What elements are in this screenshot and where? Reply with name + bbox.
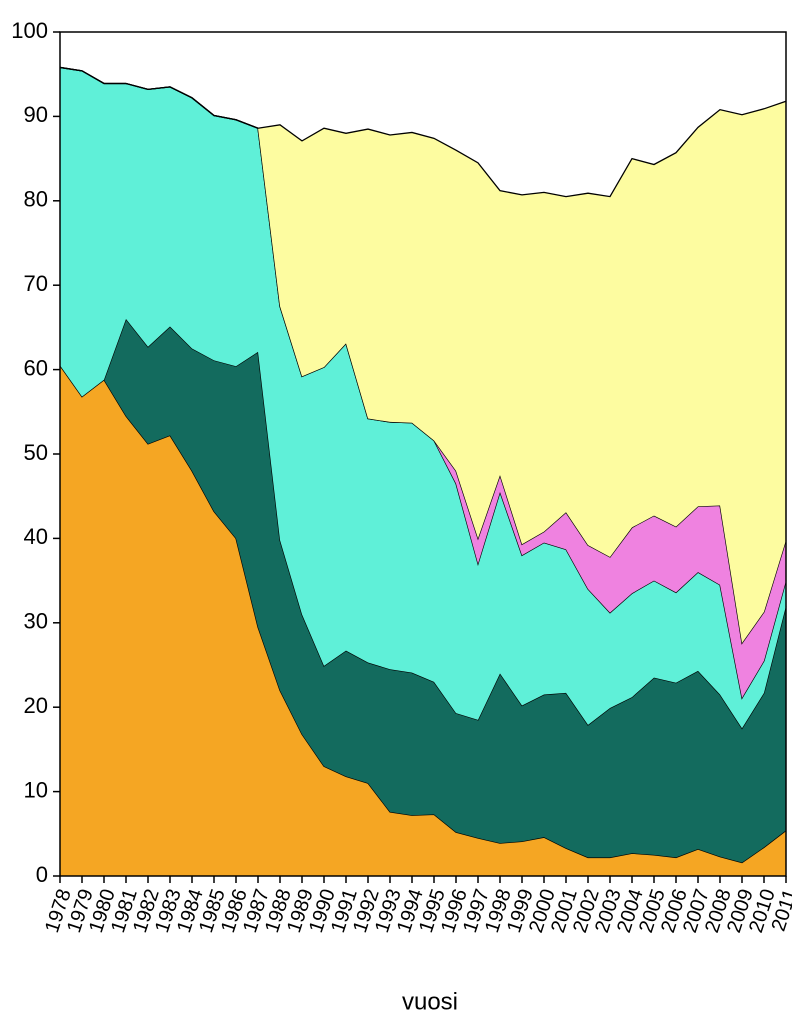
area (60, 318, 786, 863)
area-outline (59, 66, 787, 198)
y-tick-label: 50 (24, 440, 48, 465)
y-tick-label: 30 (24, 609, 48, 634)
y-tick-label: 20 (24, 693, 48, 718)
y-tick-label: 70 (24, 271, 48, 296)
y-tick-label: 40 (24, 524, 48, 549)
y-tick-label: 80 (24, 187, 48, 212)
x-axis-label: vuosi (402, 988, 458, 1015)
area (60, 365, 786, 876)
y-tick-label: 10 (24, 777, 48, 802)
y-tick-label: 100 (11, 18, 48, 43)
y-tick-label: 90 (24, 102, 48, 127)
area (60, 67, 786, 644)
y-tick-label: 60 (24, 355, 48, 380)
area (60, 67, 786, 729)
y-tick-label: 0 (36, 862, 48, 887)
